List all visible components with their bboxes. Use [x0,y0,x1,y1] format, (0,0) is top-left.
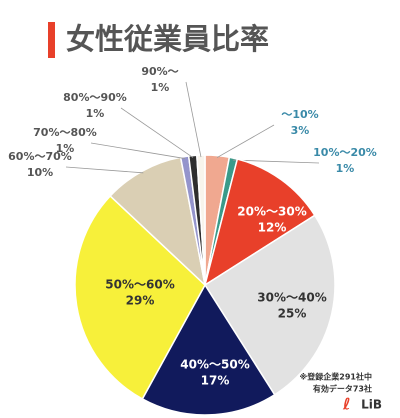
title-bar [48,22,55,58]
slice-label: 70%～80% [33,126,97,139]
pie-slice [203,158,316,287]
slice-label: 40%～50% [180,358,249,372]
slice-value-label: 17% [201,374,230,388]
slice-value-label: 1% [86,107,105,120]
slice-value-label: 25% [278,307,307,321]
slice-label: 20%～30% [237,205,306,219]
leader-line [120,107,194,158]
leader-line [185,81,202,158]
leader-line [65,166,144,174]
logo: LiB [361,398,382,412]
slice-label: 10%～20% [313,146,377,159]
slice-value-label: 29% [126,294,155,308]
slice-label: 30%～40% [257,291,326,305]
slice-value-label: 10% [27,166,53,179]
slice-label: 50%～60% [105,278,174,292]
pie-slice [141,283,276,416]
slice-label: 60%～70% [8,150,72,163]
chart-title: 女性従業員比率 [66,22,269,56]
note: 有効データ73社 [313,384,372,394]
pie-slice [74,194,206,400]
slice-label: 90%～ [141,65,178,78]
note: ※登録企業291社中 [300,372,372,382]
slice-value-label: 1% [56,142,75,155]
slice-label: ～10% [281,108,318,121]
slice-value-label: 3% [291,124,310,137]
slice-value-label: 1% [151,81,170,94]
leader-line [216,124,275,158]
pie-slice [203,214,336,396]
slice-label: 80%～90% [63,91,127,104]
logo-mark: ℓ [342,395,351,414]
leader-line [90,142,186,159]
slice-value-label: 1% [336,162,355,175]
slice-value-label: 12% [258,221,287,235]
leader-line [232,159,320,164]
